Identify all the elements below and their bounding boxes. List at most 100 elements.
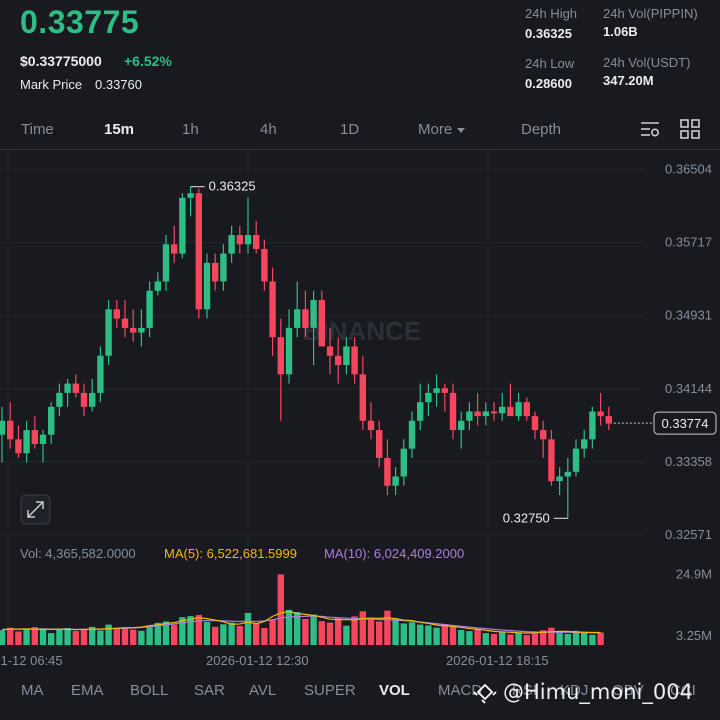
candle-body [261,248,268,282]
price-tick-label: 0.33358 [665,454,712,469]
indicator-obv[interactable]: OBV [612,682,644,699]
indicator-boll[interactable]: BOLL [130,682,169,699]
volume-bar [64,627,71,645]
volume-bar [548,627,555,645]
volume-bar [581,632,588,645]
price-tick-label: 0.36504 [665,162,712,177]
tab-1h[interactable]: 1h [182,121,199,138]
volume-bar [474,629,481,645]
24h-low-value: 0.28600 [525,76,572,91]
indicator-rsi[interactable]: RSI [512,682,538,699]
candle-body [15,439,22,454]
volume-bar [490,633,498,645]
candle-body [130,327,137,333]
candle-body [605,416,612,424]
tab-more[interactable]: More [418,121,466,138]
volume-bar [433,627,440,645]
volume-bar [269,620,276,645]
volume-bar [48,633,55,645]
high-annotation: 0.36325 [209,179,256,194]
volume-bar [425,625,432,645]
candle-body [302,309,309,328]
volume-bar [113,628,120,645]
candle-body [72,383,79,393]
volume-bar [326,622,334,645]
price-tick-label: 0.32571 [665,527,712,542]
volume-bar [220,624,227,645]
indicator-sar[interactable]: SAR [194,682,225,699]
candle-body [31,430,38,444]
overlay-watermark: @Himu_moni_004 [503,680,693,704]
tab-15m[interactable]: 15m [104,121,135,138]
price-change-percent: +6.52% [124,53,172,69]
grid-layout-icon[interactable] [679,118,701,140]
volume-bar [400,623,407,645]
candle-body [490,411,498,414]
volume-bar [449,626,457,645]
volume-bar [203,622,211,645]
candle-body [195,193,202,310]
usd-price: $0.33775000 [20,53,102,69]
24h-vol-quote-label: 24h Vol(USDT) [603,55,691,70]
tab-depth[interactable]: Depth [521,121,562,138]
candle-body [531,416,539,431]
tab-time[interactable]: Time [21,121,54,138]
header-divider [0,149,720,150]
indicator-macd[interactable]: MACD [438,682,483,699]
candles [0,186,612,519]
time-tick-label: 2026-01-12 18:15 [446,653,549,668]
volume-bar [597,632,604,645]
candle-body [310,300,317,328]
volume-tick-label: 3.25M [676,628,712,643]
candle-body [121,318,129,328]
tab-4h[interactable]: 4h [260,121,277,138]
candlestick-chart[interactable]: BINANCE 0.365040.357170.349310.341440.33… [0,0,720,670]
caret-down-icon [457,127,466,133]
indicator-ema[interactable]: EMA [71,682,104,699]
expand-arrows-icon[interactable] [20,494,51,525]
volume-bar [466,631,473,645]
candle-body [56,392,63,407]
volume-bar [318,621,325,645]
volume-bar [294,612,301,645]
candle-body [113,309,120,319]
indicator-vol[interactable]: VOL [379,682,410,699]
volume-bar [285,609,293,645]
volume-bar [23,629,30,645]
volume-bar [171,624,178,645]
volume-bar [376,621,383,645]
candle-body [597,411,604,417]
mark-price-value: 0.33760 [95,77,142,92]
indicator-ma[interactable]: MA [21,682,44,699]
binance-logo-icon [473,683,497,704]
candle-body [236,235,243,245]
candle-body [89,392,96,407]
candle-body [23,430,30,454]
candle-body [458,420,465,431]
chart-grid [0,150,645,650]
candle-body [244,235,252,245]
candle-body [474,411,481,417]
candle-body [277,337,284,375]
interval-tabs: Time 15m 1h 4h 1D More Depth [0,112,720,148]
candle-body [548,439,555,482]
indicator-cci[interactable]: CCI [670,682,696,699]
volume-bar [121,627,129,645]
volume-bar [540,630,547,645]
indicator-kdj[interactable]: KDJ [560,682,589,699]
candle-body [97,355,104,393]
indicator-avl[interactable]: AVL [249,682,277,699]
candle-body [367,420,375,431]
indicator-super[interactable]: SUPER [304,682,356,699]
tab-1d[interactable]: 1D [340,121,360,138]
volume-bar [179,617,186,645]
volume-bar [187,616,194,645]
chart-settings-icon[interactable] [639,118,661,140]
volume-bar [351,616,358,645]
volume-bar [277,574,284,645]
24h-high-value: 0.36325 [525,26,572,41]
volume-bar [343,625,350,645]
ma5-line [1,610,601,634]
volume-bar [261,627,268,645]
volume-bar [130,629,137,645]
